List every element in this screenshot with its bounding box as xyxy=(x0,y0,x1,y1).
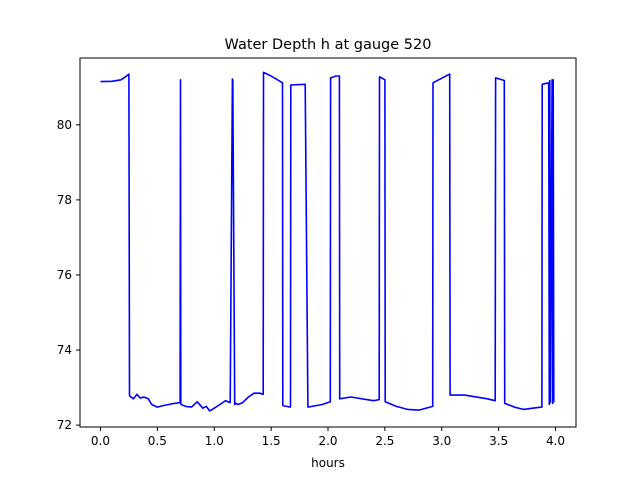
y-tick-label: 72 xyxy=(57,418,72,432)
x-tick-label: 3.0 xyxy=(432,434,451,448)
x-axis-ticks: 0.0 0.5 1.0 1.5 2.0 2.5 3.0 3.5 4.0 xyxy=(91,427,565,448)
y-tick-label: 78 xyxy=(57,193,72,207)
y-tick-label: 76 xyxy=(57,268,72,282)
y-tick-label: 74 xyxy=(57,343,72,357)
x-tick-label: 4.0 xyxy=(546,434,565,448)
series-line-0 xyxy=(100,71,555,412)
x-tick-label: 1.5 xyxy=(262,434,281,448)
x-tick-label: 0.5 xyxy=(148,434,167,448)
x-tick-label: 2.0 xyxy=(318,434,337,448)
chart-title: Water Depth h at gauge 520 xyxy=(225,37,432,53)
x-tick-label: 2.5 xyxy=(375,434,394,448)
series-layer xyxy=(100,71,555,412)
x-tick-label: 1.0 xyxy=(205,434,224,448)
y-axis-ticks: 72 74 76 78 80 xyxy=(57,118,80,432)
x-tick-label: 3.5 xyxy=(489,434,508,448)
x-axis-label: hours xyxy=(311,456,345,470)
y-tick-label: 80 xyxy=(57,118,72,132)
x-tick-label: 0.0 xyxy=(91,434,110,448)
